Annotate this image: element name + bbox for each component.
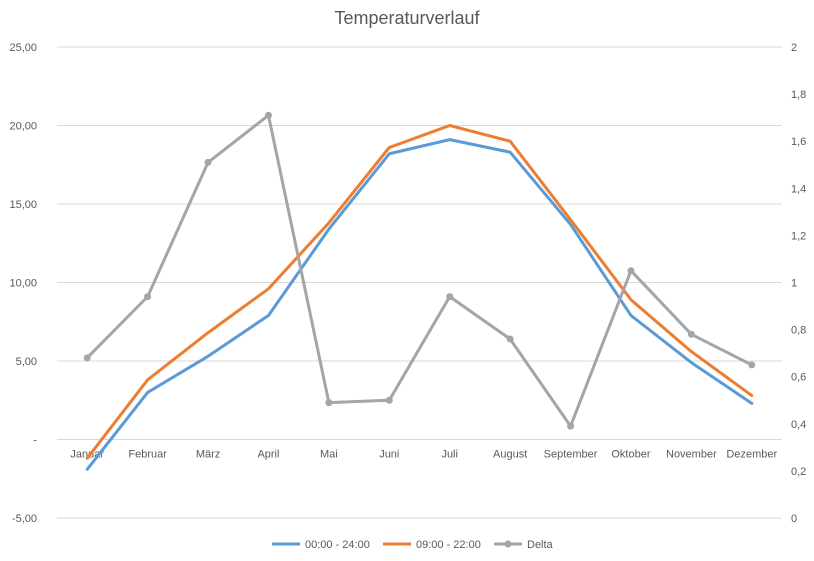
series-point [144, 293, 152, 301]
series-point [627, 267, 635, 275]
series-line [85, 124, 754, 460]
series-point [325, 399, 333, 407]
y-left-tick-label: -5,00 [12, 513, 37, 525]
x-tick-label: August [493, 449, 527, 461]
y-left-tick-label: 5,00 [16, 356, 37, 368]
y-right-tick-label: 1,6 [791, 136, 806, 148]
x-tick-label: Oktober [611, 449, 650, 461]
y-right-tick-label: 0,8 [791, 325, 806, 337]
series-point [506, 335, 514, 343]
y-right-tick-label: 0,4 [791, 419, 806, 431]
x-tick-label: November [666, 449, 717, 461]
series-point [687, 330, 695, 338]
x-tick-label: Juni [379, 449, 399, 461]
x-tick-label: Februar [128, 449, 167, 461]
y-right-tick-label: 0 [791, 513, 797, 525]
x-tick-label: Dezember [726, 449, 777, 461]
series-point [748, 361, 756, 369]
legend-marker [504, 540, 512, 548]
legend-label: Delta [527, 539, 554, 551]
y-right-tick-label: 0,2 [791, 466, 806, 478]
series-line [85, 113, 754, 428]
legend-label: 00:00 - 24:00 [305, 539, 370, 551]
series-point [567, 422, 575, 430]
y-left-tick-label: 10,00 [9, 278, 37, 290]
series-point [264, 111, 272, 119]
y-right-tick-label: 1 [791, 278, 797, 290]
y-right-tick-label: 2 [791, 42, 797, 54]
x-tick-label: März [196, 449, 220, 461]
x-tick-label: Mai [320, 449, 338, 461]
x-tick-label: September [544, 449, 598, 461]
series-point [83, 354, 91, 362]
y-left-tick-label: 15,00 [9, 199, 37, 211]
y-left-tick-label: 20,00 [9, 121, 37, 133]
y-right-tick-label: 1,2 [791, 230, 806, 242]
series-point [204, 158, 212, 166]
y-left-tick-label: - [33, 435, 37, 447]
y-right-tick-label: 1,4 [791, 183, 806, 195]
y-right-tick-label: 0,6 [791, 372, 806, 384]
series-point [385, 396, 393, 404]
x-tick-label: Juli [441, 449, 458, 461]
x-tick-label: April [257, 449, 279, 461]
chart-title: Temperaturverlauf [334, 8, 480, 28]
legend-label: 09:00 - 22:00 [416, 539, 481, 551]
y-right-tick-label: 1,8 [791, 89, 806, 101]
series-point [446, 293, 454, 301]
y-left-tick-label: 25,00 [9, 42, 37, 54]
series-line [85, 138, 754, 471]
